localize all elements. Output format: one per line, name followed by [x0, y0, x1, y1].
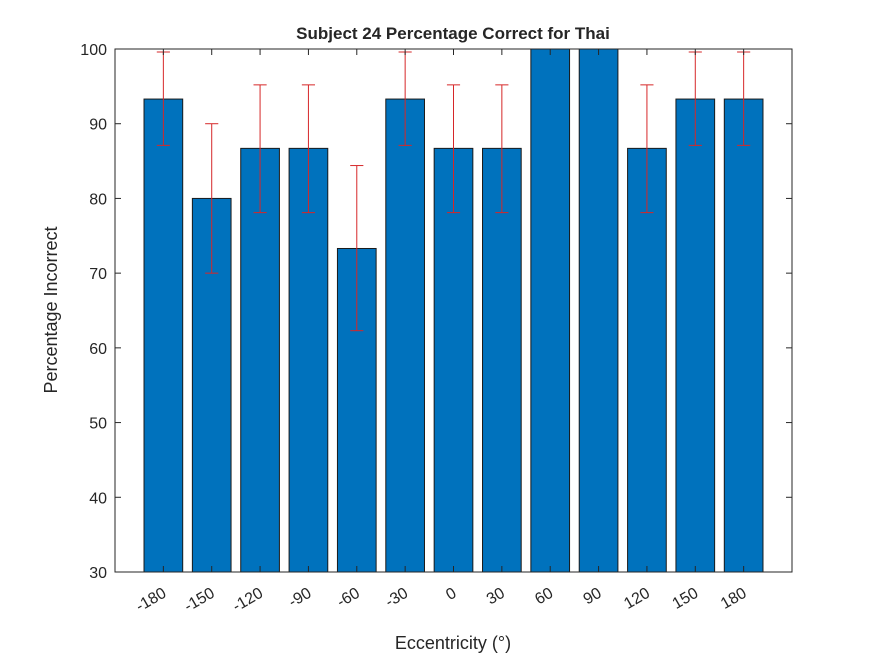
bar--30	[385, 98, 425, 573]
x-tick-label: 30	[484, 585, 508, 609]
x-tick-label: -90	[286, 585, 315, 611]
bar-0	[433, 147, 474, 573]
y-tick-label: 50	[89, 416, 107, 433]
x-tick-label: 90	[581, 585, 605, 609]
bar--120	[240, 147, 280, 573]
x-tick-label: 60	[532, 585, 556, 609]
y-tick-label: 90	[89, 117, 107, 134]
x-tick-label: -120	[230, 585, 266, 616]
bar-60	[530, 48, 571, 573]
y-tick-label: 60	[89, 341, 107, 358]
x-axis-label: Eccentricity (°)	[395, 633, 511, 653]
y-tick-label: 80	[89, 191, 107, 208]
error-bar--60	[350, 165, 364, 332]
y-tick-label: 40	[89, 490, 107, 507]
error-bar--90	[301, 84, 316, 214]
bars-group	[143, 48, 764, 573]
error-bar-0	[446, 84, 461, 214]
bar-90	[578, 48, 619, 573]
error-bar--150	[205, 123, 219, 274]
x-tick-label: 150	[670, 585, 702, 613]
x-tick-label: 180	[718, 585, 750, 613]
y-tick-label: 30	[89, 565, 107, 582]
y-tick-label: 100	[80, 42, 107, 59]
x-tick-label: -180	[133, 585, 169, 616]
bar--180	[143, 98, 184, 573]
error-bars-group	[156, 51, 751, 332]
y-axis: 30 40 50 60 70 80 90 100	[80, 42, 792, 582]
y-tick-label: 70	[89, 266, 107, 283]
x-tick-label: -60	[334, 585, 363, 611]
chart-title: Subject 24 Percentage Correct for Thai	[296, 24, 610, 43]
y-axis-label: Percentage Incorrect	[41, 226, 61, 393]
bar-150	[675, 98, 716, 573]
error-bar-120	[640, 84, 654, 214]
error-bar-30	[495, 84, 509, 214]
bar-180	[723, 98, 764, 573]
error-bar--120	[253, 84, 267, 214]
x-tick-label: 0	[443, 585, 459, 604]
x-tick-label: 120	[621, 585, 653, 613]
x-tick-label: -150	[181, 585, 217, 616]
x-tick-label: -30	[383, 585, 412, 611]
bar-30	[482, 147, 522, 573]
